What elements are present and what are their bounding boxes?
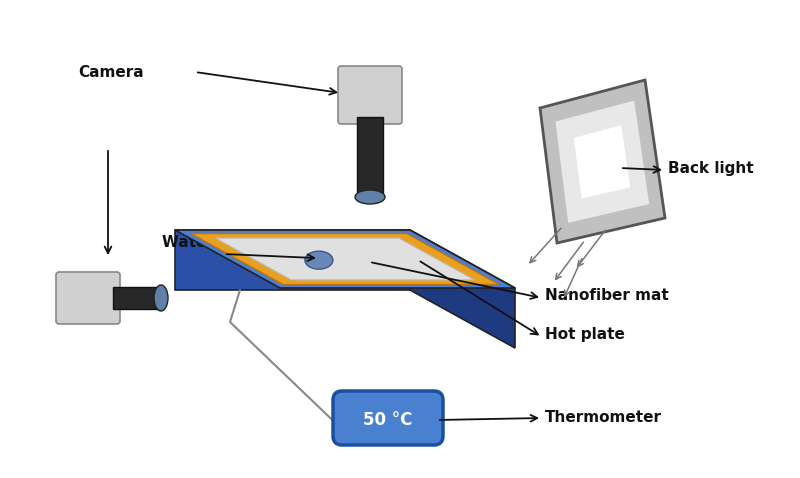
FancyBboxPatch shape [333, 391, 443, 445]
Text: Back light: Back light [668, 161, 754, 175]
Text: Thermometer: Thermometer [545, 411, 662, 425]
Polygon shape [175, 230, 410, 290]
Polygon shape [215, 238, 474, 280]
Polygon shape [540, 80, 665, 243]
Text: Nanofiber mat: Nanofiber mat [545, 287, 669, 303]
Text: Water droplet: Water droplet [162, 235, 282, 250]
Ellipse shape [355, 190, 385, 204]
Polygon shape [410, 230, 515, 348]
Text: Hot plate: Hot plate [545, 327, 625, 343]
Text: Camera: Camera [78, 65, 144, 79]
Polygon shape [175, 230, 515, 288]
Polygon shape [190, 233, 499, 284]
Bar [357, 117, 383, 197]
Polygon shape [555, 100, 649, 223]
Ellipse shape [305, 251, 333, 269]
FancyBboxPatch shape [338, 66, 402, 124]
Polygon shape [574, 125, 630, 198]
FancyBboxPatch shape [56, 272, 120, 324]
Bar [113, 287, 161, 309]
Text: 50 °C: 50 °C [363, 411, 413, 429]
Ellipse shape [154, 285, 168, 311]
